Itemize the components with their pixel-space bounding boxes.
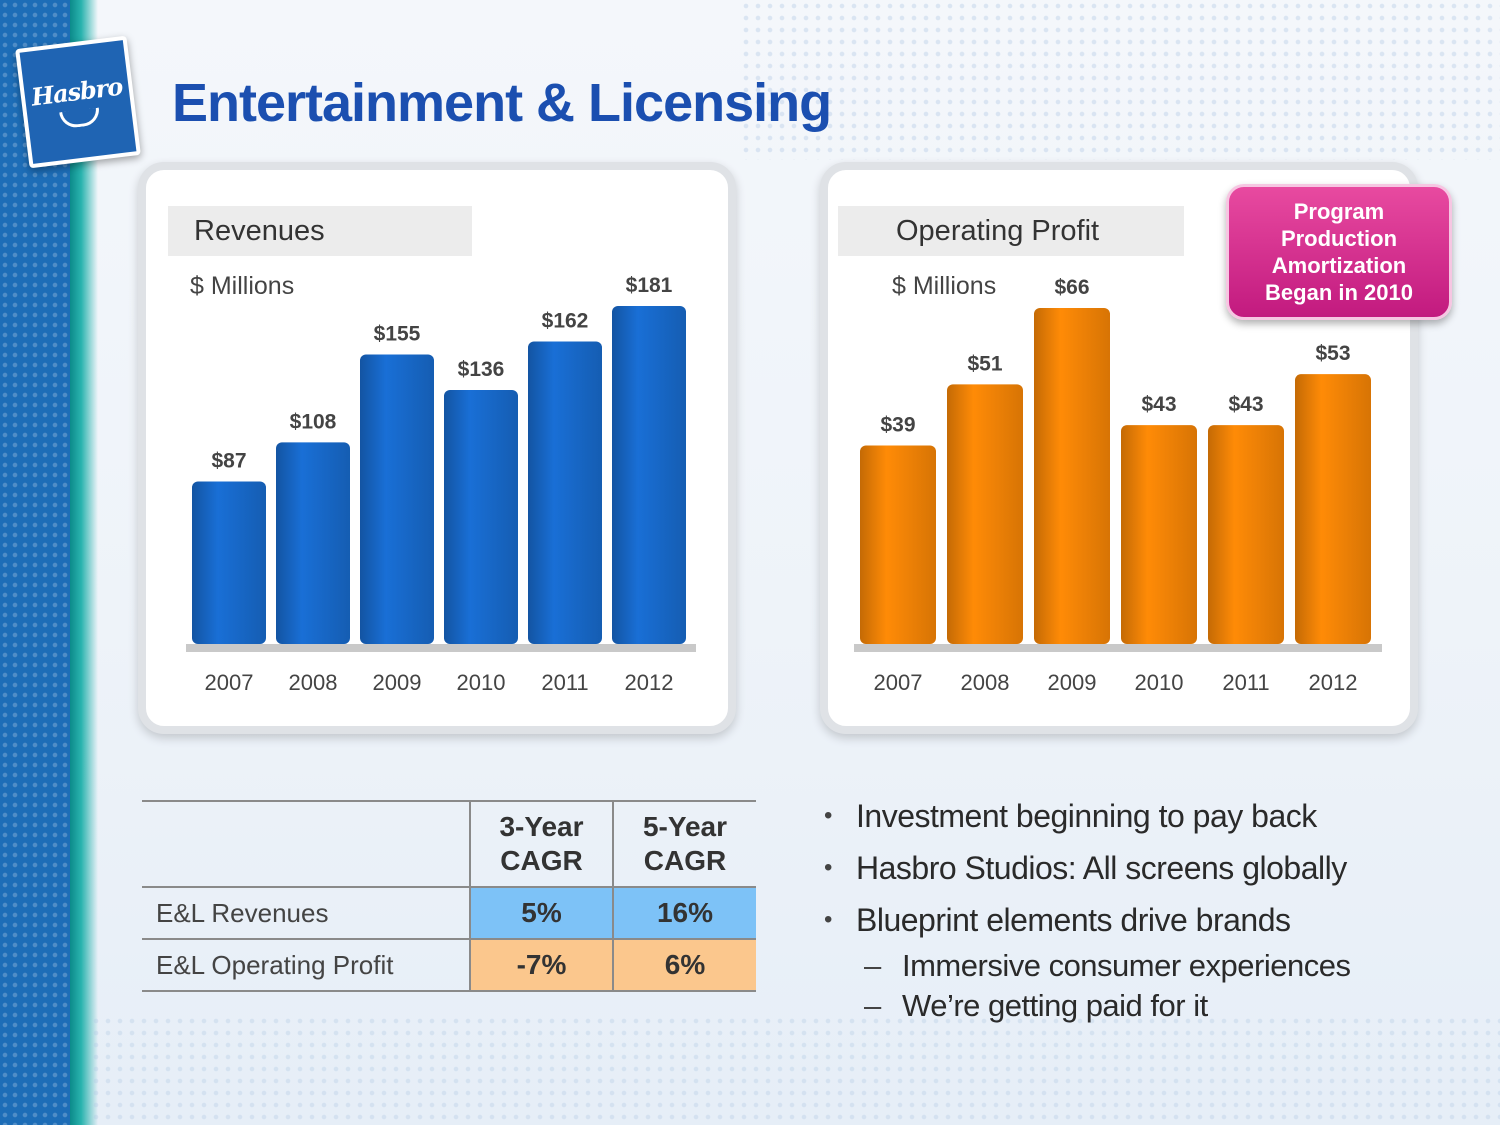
table-header-empty [142,800,470,888]
row-label: E&L Revenues [142,887,470,940]
revenues-bar-chart: $87 2007 $108 2008 $155 2009 $136 2010 $162 2011 $… [186,274,696,695]
dot-pattern-top [740,0,1500,160]
bar-2012 [1295,374,1371,644]
bar-value-label: $136 [458,358,505,381]
op-profit-chart-title: Operating Profit [838,206,1184,256]
bar-value-label: $181 [626,274,673,297]
bar-value-label: $39 [880,413,915,436]
bar-2008 [276,442,350,644]
row-value: 16% [612,887,756,940]
amortization-callout: Program Production Amortization Began in… [1226,184,1452,320]
bar-value-label: $43 [1228,393,1263,416]
x-tick-label: 2008 [289,670,338,695]
bar-value-label: $87 [211,450,246,473]
bar-2009 [1034,308,1110,644]
bullet-item: Blueprint elements drive brands [820,894,1460,946]
bar-value-label: $43 [1141,393,1176,416]
header-line: CAGR [500,845,583,876]
logo-wordmark: Hasbro [29,71,124,112]
x-tick-label: 2009 [373,670,422,695]
cagr-table: 3-Year CAGR 5-Year CAGR E&L Revenues 5% … [142,800,756,992]
row-value: 6% [612,939,756,992]
bar-value-label: $162 [542,309,589,332]
bullet-item: Hasbro Studios: All screens globally [820,842,1460,894]
page-title: Entertainment & Licensing [172,73,832,133]
row-value: -7% [469,939,613,992]
x-tick-label: 2009 [1048,670,1097,695]
x-axis-line [186,644,696,652]
table-header-3yr: 3-Year CAGR [469,800,613,888]
bar-2010 [1121,425,1197,644]
bar-2007 [860,445,936,644]
bar-value-label: $53 [1315,342,1350,365]
table-header-5yr: 5-Year CAGR [612,800,756,888]
left-swoosh [70,0,98,1125]
left-decorative-band [0,0,78,1125]
bullet-list: Investment beginning to pay back Hasbro … [820,790,1460,1026]
bar-2011 [528,341,602,644]
callout-line: Began in 2010 [1265,280,1413,305]
op-profit-bar-chart: $39 2007 $51 2008 $66 2009 $43 2010 $43 2011 $53 20… [854,276,1382,695]
row-label: E&L Operating Profit [142,939,470,992]
revenues-chart-title: Revenues [168,206,472,256]
bar-2007 [192,481,266,644]
bar-value-label: $66 [1054,276,1089,299]
dot-pattern-bottom [90,1015,1500,1125]
bar-2010 [444,390,518,644]
table-row: E&L Operating Profit -7% 6% [142,939,756,992]
bar-2008 [947,384,1023,644]
x-tick-label: 2011 [541,670,588,695]
bar-2011 [1208,425,1284,644]
x-tick-label: 2012 [1309,670,1358,695]
logo-smile-icon [59,107,101,130]
x-tick-label: 2007 [205,670,254,695]
callout-line: Production [1280,226,1398,251]
x-tick-label: 2008 [961,670,1010,695]
callout-line: Program [1293,199,1385,224]
x-tick-label: 2011 [1222,670,1269,695]
op-profit-chart-units: $ Millions [892,272,997,300]
x-tick-label: 2010 [1135,670,1184,695]
bar-value-label: $51 [967,352,1002,375]
bullet-subitem: We’re getting paid for it [820,986,1460,1026]
bullet-subitem: Immersive consumer experiences [820,946,1460,986]
x-axis-line [854,644,1382,652]
table-header-row: 3-Year CAGR 5-Year CAGR [142,800,756,888]
header-line: CAGR [643,845,727,876]
callout-line: Amortization [1271,253,1407,278]
revenues-panel: Revenues $ Millions $87 2007 $108 2008 $155 2… [138,162,736,734]
bullet-item: Investment beginning to pay back [820,790,1460,842]
x-tick-label: 2007 [874,670,923,695]
bar-value-label: $155 [374,323,421,346]
row-value: 5% [469,887,613,940]
header-line: 5-Year [642,811,728,842]
x-tick-label: 2010 [457,670,506,695]
bar-value-label: $108 [290,410,337,433]
bar-2012 [612,306,686,644]
table-row: E&L Revenues 5% 16% [142,887,756,940]
revenues-chart-units: $ Millions [190,272,295,300]
bar-2009 [360,354,434,644]
header-line: 3-Year [499,811,584,842]
x-tick-label: 2012 [625,670,674,695]
hasbro-logo: Hasbro [15,35,141,169]
